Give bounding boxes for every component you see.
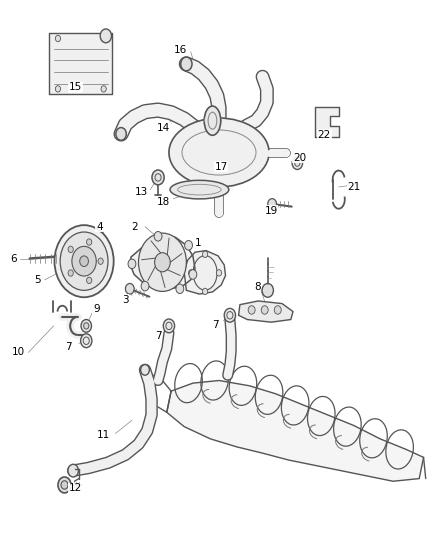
Circle shape xyxy=(116,127,126,140)
Text: 17: 17 xyxy=(215,162,228,172)
Circle shape xyxy=(98,258,103,264)
Text: 4: 4 xyxy=(96,222,102,232)
Circle shape xyxy=(101,86,106,92)
Circle shape xyxy=(185,240,192,250)
Circle shape xyxy=(138,233,186,292)
Ellipse shape xyxy=(169,118,269,187)
Circle shape xyxy=(248,306,255,314)
Text: 7: 7 xyxy=(212,320,219,330)
Text: 10: 10 xyxy=(11,348,25,358)
Text: 6: 6 xyxy=(10,254,17,263)
Text: 15: 15 xyxy=(69,82,82,92)
Circle shape xyxy=(261,306,268,314)
Text: 5: 5 xyxy=(34,274,40,285)
Circle shape xyxy=(154,231,162,241)
Circle shape xyxy=(224,309,236,322)
Circle shape xyxy=(84,322,89,329)
Circle shape xyxy=(155,253,170,272)
Polygon shape xyxy=(167,381,424,481)
Circle shape xyxy=(81,319,92,332)
Circle shape xyxy=(54,225,114,297)
Circle shape xyxy=(55,86,60,92)
Polygon shape xyxy=(184,251,226,294)
Circle shape xyxy=(100,29,112,43)
Circle shape xyxy=(176,284,184,294)
Text: 13: 13 xyxy=(135,187,148,197)
Circle shape xyxy=(202,251,208,257)
Text: 16: 16 xyxy=(174,45,187,55)
Circle shape xyxy=(141,281,149,291)
Polygon shape xyxy=(49,33,113,94)
Circle shape xyxy=(188,270,194,276)
Text: 22: 22 xyxy=(318,130,331,140)
Circle shape xyxy=(202,288,208,295)
Ellipse shape xyxy=(204,106,221,135)
Circle shape xyxy=(72,246,96,276)
Text: 8: 8 xyxy=(254,281,261,292)
Text: 9: 9 xyxy=(93,304,99,314)
Circle shape xyxy=(68,246,73,253)
Text: 7: 7 xyxy=(66,342,72,352)
Text: 12: 12 xyxy=(69,483,82,493)
Polygon shape xyxy=(315,108,339,136)
Text: 21: 21 xyxy=(347,182,360,192)
Circle shape xyxy=(152,170,164,185)
Text: 14: 14 xyxy=(157,123,170,133)
Text: 18: 18 xyxy=(157,197,170,207)
Text: 3: 3 xyxy=(122,295,129,305)
Text: 19: 19 xyxy=(265,206,278,216)
Circle shape xyxy=(87,239,92,245)
Circle shape xyxy=(262,284,273,297)
Text: 11: 11 xyxy=(97,430,110,440)
Circle shape xyxy=(216,270,222,276)
Circle shape xyxy=(80,256,88,266)
Circle shape xyxy=(58,477,71,493)
Polygon shape xyxy=(130,236,195,289)
Circle shape xyxy=(181,57,192,71)
Circle shape xyxy=(68,464,78,477)
Circle shape xyxy=(292,157,303,169)
Ellipse shape xyxy=(63,250,71,262)
Circle shape xyxy=(61,481,68,489)
Text: 7: 7 xyxy=(155,332,161,342)
Text: 1: 1 xyxy=(195,238,201,248)
Circle shape xyxy=(68,270,73,276)
Polygon shape xyxy=(239,301,293,322)
Text: 20: 20 xyxy=(293,153,306,163)
Text: 2: 2 xyxy=(131,222,138,232)
Circle shape xyxy=(60,232,108,290)
Circle shape xyxy=(81,334,92,348)
Circle shape xyxy=(189,270,197,279)
Circle shape xyxy=(274,306,281,314)
Circle shape xyxy=(55,35,60,42)
Circle shape xyxy=(125,284,134,294)
Circle shape xyxy=(141,365,149,375)
Circle shape xyxy=(128,259,136,269)
Circle shape xyxy=(101,35,106,42)
Circle shape xyxy=(268,199,276,209)
Circle shape xyxy=(87,277,92,284)
Circle shape xyxy=(163,319,175,333)
Ellipse shape xyxy=(170,180,229,199)
